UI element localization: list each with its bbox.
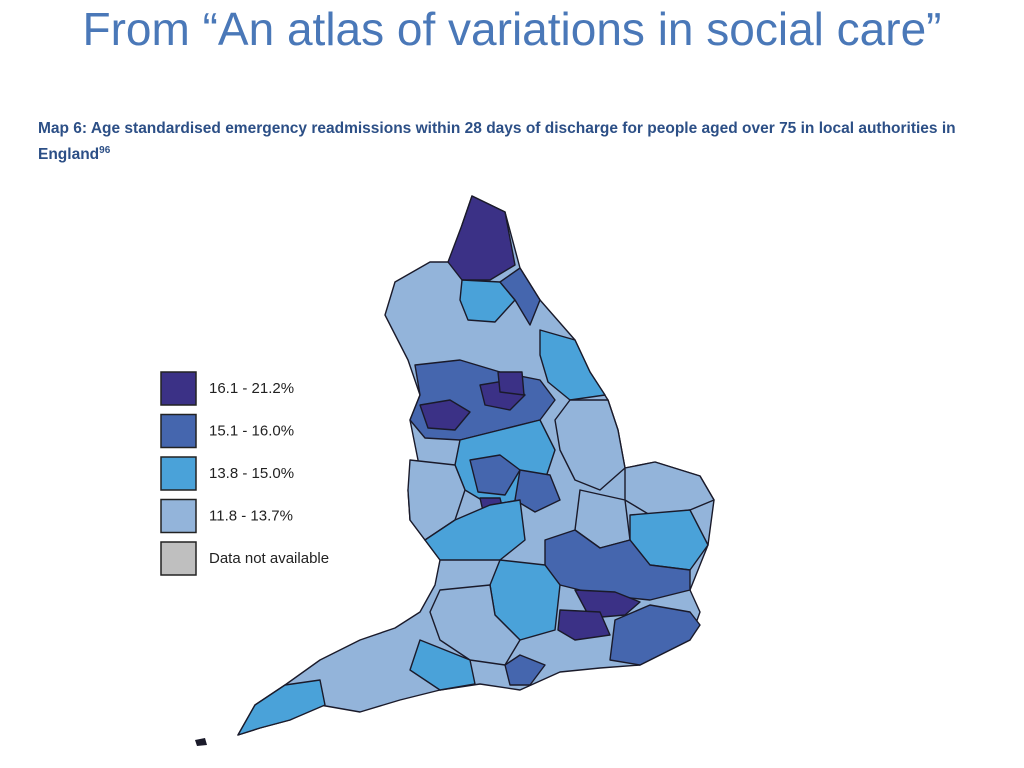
- region: [557, 609, 611, 641]
- region: [447, 195, 516, 281]
- region: [497, 371, 525, 396]
- caption-ref: 96: [99, 145, 111, 156]
- region: [514, 469, 561, 513]
- legend: 16.1 - 21.2% 15.1 - 16.0% 13.8 - 15.0% 11.8…: [160, 371, 329, 576]
- legend-label: 13.8 - 15.0%: [209, 465, 294, 482]
- region: [554, 399, 626, 491]
- region: [409, 639, 476, 691]
- legend-label: 16.1 - 21.2%: [209, 380, 294, 397]
- region: [609, 604, 701, 666]
- region: [624, 461, 715, 516]
- region: [499, 267, 541, 326]
- slide-title: From “An atlas of variations in social c…: [82, 3, 942, 55]
- legend-swatch: [160, 456, 197, 491]
- region: [469, 454, 521, 496]
- legend-swatch: [160, 413, 197, 449]
- legend-swatch: [160, 498, 197, 534]
- england-map: [195, 195, 715, 746]
- region: [237, 679, 326, 736]
- legend-label: Data not available: [209, 550, 329, 567]
- legend-swatch: [160, 371, 197, 406]
- region: [504, 654, 546, 686]
- legend-label: 11.8 - 13.7%: [209, 507, 293, 524]
- map-caption: Map 6: Age standardised emergency readmi…: [38, 118, 978, 166]
- legend-label: 15.1 - 16.0%: [209, 422, 294, 439]
- region: [419, 399, 471, 431]
- legend-swatch: [160, 541, 197, 576]
- island: [195, 738, 207, 746]
- caption-text: Map 6: Age standardised emergency readmi…: [38, 120, 956, 164]
- region: [539, 329, 606, 401]
